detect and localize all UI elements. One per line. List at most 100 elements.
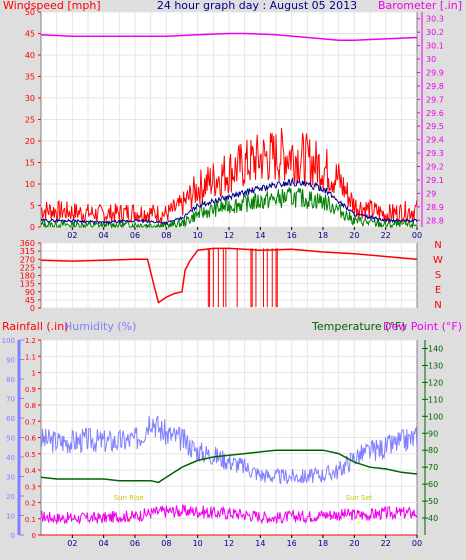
rainfall-tick-label: 0.8 bbox=[25, 402, 36, 410]
barometer-right-tick-label: 29.9 bbox=[426, 68, 444, 77]
rain-humidity-temperature-panel: Sun Rise Sun Set 0 0.1 0.2 0.3 0.4 0.5 0.6 0.7 0.… bbox=[2, 320, 462, 548]
bottom-x-tick-label: 20 bbox=[349, 539, 359, 548]
barometer-right-tick-label: 30 bbox=[426, 55, 436, 64]
compass-letter: S bbox=[435, 270, 441, 281]
rainfall-tick-label: 0.5 bbox=[25, 451, 36, 459]
bottom-x-tick-label: 16 bbox=[287, 539, 297, 548]
direction-tick-label: 360 bbox=[20, 239, 35, 248]
wind-left-tick-label: 45 bbox=[25, 30, 35, 39]
humidity-axis-label: Humidity (%) bbox=[64, 320, 136, 333]
bottom-x-tick-label: 02 bbox=[67, 539, 77, 548]
barometer-right-tick-label: 29.6 bbox=[426, 109, 444, 118]
rainfall-tick-label: 1.1 bbox=[25, 353, 36, 361]
wind-left-tick-label: 15 bbox=[25, 159, 35, 168]
temperature-tick-label: 140 bbox=[428, 344, 443, 353]
barometer-right-tick-label: 29.8 bbox=[426, 82, 444, 91]
wind-left-tick-label: 10 bbox=[25, 180, 35, 189]
barometer-right-tick-label: 30.2 bbox=[426, 28, 444, 37]
direction-series-group bbox=[40, 247, 418, 308]
temperature-tick-label: 40 bbox=[428, 514, 438, 523]
barometer-right-tick-label: 29.3 bbox=[426, 149, 444, 158]
barometer-right-tick-label: 29 bbox=[426, 189, 436, 198]
rainfall-axis-label: Rainfall (.in) bbox=[2, 320, 69, 333]
temperature-tick-label: 90 bbox=[428, 429, 438, 438]
humidity-tick-label: 30 bbox=[6, 474, 15, 482]
humidity-tick-label: 40 bbox=[6, 454, 15, 462]
temperature-tick-label: 100 bbox=[428, 412, 443, 421]
wind-left-tick-label: 0 bbox=[30, 223, 35, 232]
humidity-tick-label: 70 bbox=[6, 396, 15, 404]
barometer-right-tick-label: 30.1 bbox=[426, 42, 444, 51]
wind-left-tick-label: 5 bbox=[30, 202, 35, 211]
direction-tick-label: 180 bbox=[20, 272, 35, 281]
barometer-right-tick-label: 29.4 bbox=[426, 136, 444, 145]
humidity-tick-label: 60 bbox=[6, 415, 15, 423]
barometer-line bbox=[40, 32, 418, 41]
wind-x-tick-label: 10 bbox=[193, 231, 203, 240]
chart-title: 24 hour graph day : August 05 2013 bbox=[157, 0, 357, 12]
temperature-tick-label: 60 bbox=[428, 480, 438, 489]
bottom-x-tick-label: 08 bbox=[161, 539, 171, 548]
rainfall-tick-label: 0.2 bbox=[25, 500, 36, 508]
barometer-right-tick-label: 28.9 bbox=[426, 203, 444, 212]
temperature-tick-label: 80 bbox=[428, 446, 438, 455]
dewpoint-line bbox=[40, 503, 418, 525]
rainfall-tick-label: 0.1 bbox=[25, 516, 36, 524]
rainfall-tick-label: 0.7 bbox=[25, 418, 36, 426]
temperature-tick-label: 50 bbox=[428, 497, 438, 506]
windspeed-axis-label: Windspeed [mph] bbox=[3, 0, 101, 12]
wind-x-tick-label: 06 bbox=[130, 231, 140, 240]
direction-tick-label: 45 bbox=[25, 296, 35, 305]
compass-letter: N bbox=[434, 240, 441, 251]
compass-letter: N bbox=[434, 300, 441, 311]
wind-x-tick-label: 20 bbox=[349, 231, 359, 240]
bottom-x-tick-label: 10 bbox=[193, 539, 203, 548]
wind-barometer-panel: 0 5 10 15 20 25 30 35 40 45 50 28.8 28.9 29 29.1 29.2 29… bbox=[3, 0, 462, 240]
humidity-tick-label: 20 bbox=[6, 493, 15, 501]
humidity-tick-label: 90 bbox=[6, 357, 15, 365]
temperature-tick-label: 110 bbox=[428, 395, 443, 404]
compass-letter: W bbox=[433, 255, 443, 266]
temperature-axis-label: Temperature (°F) bbox=[311, 320, 406, 333]
direction-tick-label: 225 bbox=[20, 263, 35, 272]
barometer-right-tick-label: 28.8 bbox=[426, 216, 444, 225]
temperature-tick-label: 130 bbox=[428, 361, 443, 370]
humidity-tick-label: 0 bbox=[11, 532, 15, 540]
bottom-x-tick-label: 04 bbox=[99, 539, 109, 548]
wind-x-tick-label: 16 bbox=[287, 231, 297, 240]
humidity-tick-label: 10 bbox=[6, 513, 15, 521]
wind-x-tick-label: 00 bbox=[412, 231, 422, 240]
direction-tick-label: 90 bbox=[25, 288, 35, 297]
bottom-x-tick-label: 00 bbox=[412, 539, 422, 548]
compass-letter: E bbox=[435, 285, 441, 296]
direction-tick-label: 0 bbox=[30, 304, 35, 313]
barometer-right-tick-label: 30.3 bbox=[426, 15, 444, 24]
barometer-axis-label: Barometer [.in] bbox=[378, 0, 462, 12]
wind-left-tick-label: 20 bbox=[25, 137, 35, 146]
humidity-tick-label: 100 bbox=[2, 337, 15, 345]
barometer-right-tick-label: 29.1 bbox=[426, 176, 444, 185]
direction-tick-label: 135 bbox=[20, 280, 35, 289]
temperature-line bbox=[40, 449, 418, 484]
bottom-x-tick-label: 12 bbox=[224, 539, 234, 548]
humidity-line bbox=[40, 415, 418, 485]
temperature-tick-label: 70 bbox=[428, 463, 438, 472]
bottom-axes: 0 0.1 0.2 0.3 0.4 0.5 0.6 0.7 0.8 0.9 1 1.1 1.2 0 10 20… bbox=[2, 337, 444, 548]
wind-left-tick-label: 25 bbox=[25, 116, 35, 125]
wind-x-tick-label: 08 bbox=[161, 231, 171, 240]
wind-left-tick-label: 30 bbox=[25, 94, 35, 103]
wind-x-tick-label: 14 bbox=[255, 231, 265, 240]
rainfall-tick-label: 1.2 bbox=[25, 337, 36, 345]
dewpoint-axis-label: Dew Point (°F) bbox=[383, 320, 462, 333]
barometer-right-tick-label: 29.7 bbox=[426, 95, 444, 104]
rainfall-tick-label: 0.4 bbox=[25, 467, 37, 475]
wind-left-tick-label: 40 bbox=[25, 51, 35, 60]
wind-x-tick-label: 04 bbox=[99, 231, 109, 240]
wind-left-tick-label: 35 bbox=[25, 73, 35, 82]
bottom-x-tick-label: 18 bbox=[318, 539, 328, 548]
barometer-right-tick-label: 29.2 bbox=[426, 163, 444, 172]
direction-grid bbox=[41, 242, 417, 309]
